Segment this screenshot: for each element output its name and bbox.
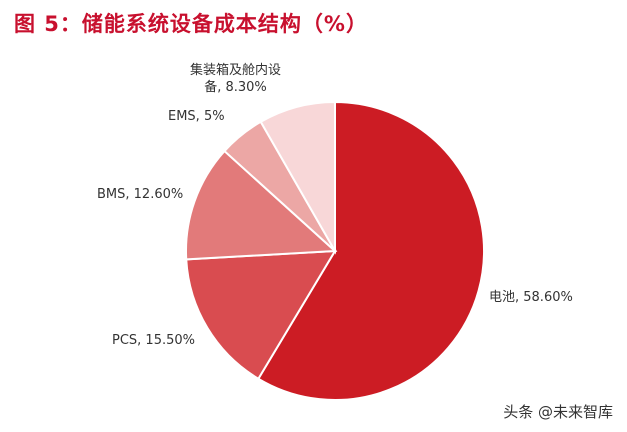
label-container-line1: 集装箱及舱内设 bbox=[190, 63, 282, 78]
slice-battery bbox=[256, 100, 486, 401]
label-ems: EMS, 5% bbox=[168, 109, 225, 124]
label-pcs: PCS, 15.50% bbox=[112, 333, 196, 348]
label-bms: BMS, 12.60% bbox=[97, 187, 184, 202]
watermark: 头条 @未来智库 bbox=[503, 403, 613, 421]
label-container-line2: 备, 8.30% bbox=[204, 80, 267, 95]
chart-title: 图 5：储能系统设备成本结构（%） bbox=[14, 12, 368, 36]
slice-container bbox=[259, 100, 336, 255]
label-container: 集装箱及舱内设 备, 8.30% bbox=[190, 62, 281, 96]
label-battery: 电池, 58.60% bbox=[489, 290, 573, 305]
slice-bms bbox=[185, 149, 338, 261]
slice-pcs bbox=[185, 249, 337, 381]
